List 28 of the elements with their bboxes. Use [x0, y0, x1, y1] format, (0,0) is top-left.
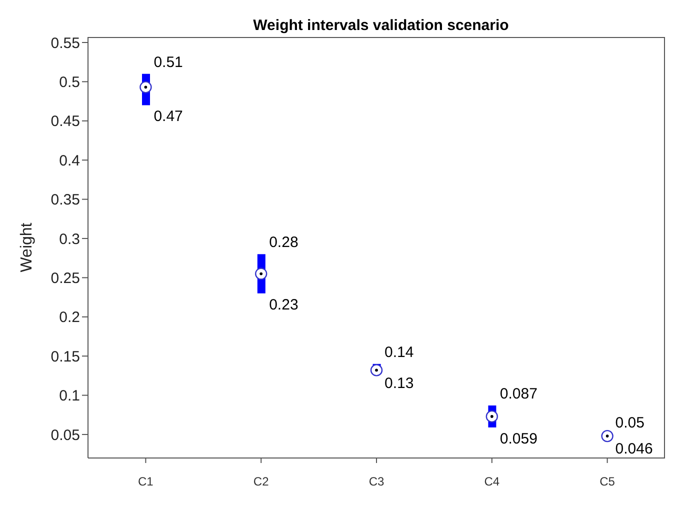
- y-tick-label: 0.45: [50, 113, 80, 130]
- y-tick-label: 0.2: [59, 309, 80, 326]
- annotation: 0.05: [615, 414, 645, 432]
- y-axis-title: Weight: [18, 222, 36, 272]
- y-tick-label: 0.35: [50, 192, 80, 209]
- chart-title: Weight intervals validation scenario: [253, 17, 509, 34]
- annotation: 0.47: [154, 108, 183, 126]
- annotation: 0.087: [500, 385, 538, 402]
- annotation: 0.51: [154, 54, 183, 71]
- x-tick-label: C1: [138, 474, 154, 489]
- annotation: 0.046: [615, 440, 653, 458]
- y-tick-label: 0.15: [50, 348, 80, 366]
- x-tick-label: C2: [253, 474, 270, 489]
- y-tick-label: 0.1: [59, 388, 80, 405]
- y-tick-label: 0.05: [50, 426, 80, 444]
- y-tick-label: 0.55: [50, 34, 80, 52]
- annotation: 0.28: [269, 234, 298, 252]
- y-tick-label: 0.3: [59, 230, 80, 248]
- y-tick-label: 0.25: [50, 270, 80, 288]
- x-tick-label: C5: [600, 474, 616, 489]
- annotation: 0.13: [384, 374, 414, 392]
- annotation: 0.23: [269, 296, 298, 314]
- annotation: 0.14: [384, 344, 414, 361]
- y-tick-label: 0.5: [59, 74, 80, 92]
- annotation: 0.059: [500, 430, 538, 448]
- y-tick-label: 0.4: [59, 152, 80, 170]
- x-tick-label: C3: [368, 474, 384, 489]
- x-tick-label: C4: [484, 474, 500, 489]
